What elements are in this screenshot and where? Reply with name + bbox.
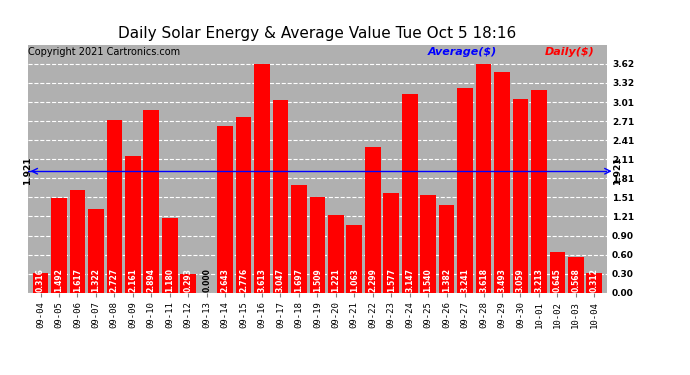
Bar (180, 274, 196, 292)
Bar (586, 273, 602, 292)
Bar (88, 209, 104, 292)
Text: 2.727: 2.727 (110, 268, 119, 292)
Text: 1.221: 1.221 (331, 268, 340, 292)
Text: 1.617: 1.617 (73, 268, 82, 292)
Text: 1.382: 1.382 (442, 268, 451, 292)
Text: 1.492: 1.492 (55, 268, 63, 292)
Bar (32, 273, 48, 292)
Text: 0.316: 0.316 (36, 268, 45, 292)
Bar (70, 190, 86, 292)
Bar (439, 205, 455, 292)
Bar (346, 225, 362, 292)
Text: 3.047: 3.047 (276, 268, 285, 292)
Text: Daily Solar Energy & Average Value Tue Oct 5 18:16: Daily Solar Energy & Average Value Tue O… (118, 26, 517, 41)
Bar (254, 64, 270, 292)
Text: 1.921: 1.921 (23, 157, 32, 186)
Bar (217, 126, 233, 292)
Text: 2.894: 2.894 (147, 268, 156, 292)
Text: Copyright 2021 Cartronics.com: Copyright 2021 Cartronics.com (28, 47, 179, 57)
Text: Daily($): Daily($) (545, 47, 595, 57)
Bar (568, 256, 584, 292)
Bar (420, 195, 436, 292)
Bar (51, 198, 67, 292)
Bar (494, 72, 510, 292)
Text: 1.180: 1.180 (165, 268, 175, 292)
Bar (162, 218, 177, 292)
Text: 3.618: 3.618 (479, 268, 488, 292)
Bar (457, 88, 473, 292)
Bar (531, 90, 546, 292)
Text: 1.322: 1.322 (91, 268, 101, 292)
Text: 3.241: 3.241 (460, 268, 470, 292)
Text: 3.147: 3.147 (405, 268, 414, 292)
Text: 3.059: 3.059 (516, 268, 525, 292)
Bar (273, 100, 288, 292)
Text: 3.613: 3.613 (257, 268, 266, 292)
Text: 1.921: 1.921 (613, 157, 622, 186)
Bar (310, 197, 325, 292)
Text: 0.645: 0.645 (553, 268, 562, 292)
Bar (402, 94, 417, 292)
Text: 0.568: 0.568 (571, 268, 580, 292)
Text: 3.213: 3.213 (534, 268, 544, 292)
Text: 0.000: 0.000 (202, 268, 211, 292)
Bar (236, 117, 251, 292)
Text: 1.509: 1.509 (313, 268, 322, 292)
Text: 2.161: 2.161 (128, 268, 137, 292)
Text: 0.312: 0.312 (590, 268, 599, 292)
Text: 1.540: 1.540 (424, 268, 433, 292)
Text: Average($): Average($) (428, 47, 497, 57)
Text: 1.577: 1.577 (386, 268, 396, 292)
Bar (106, 120, 122, 292)
Bar (144, 110, 159, 292)
Text: 0.293: 0.293 (184, 268, 193, 292)
Text: 1.063: 1.063 (350, 268, 359, 292)
Bar (125, 156, 141, 292)
Bar (328, 215, 344, 292)
Bar (549, 252, 565, 292)
Bar (365, 147, 381, 292)
Text: 3.493: 3.493 (497, 268, 506, 292)
Bar (384, 193, 399, 292)
Bar (291, 185, 307, 292)
Text: 2.643: 2.643 (221, 268, 230, 292)
Bar (475, 64, 491, 292)
Text: 2.299: 2.299 (368, 268, 377, 292)
Text: 1.697: 1.697 (295, 268, 304, 292)
Text: 2.776: 2.776 (239, 268, 248, 292)
Bar (513, 99, 529, 292)
